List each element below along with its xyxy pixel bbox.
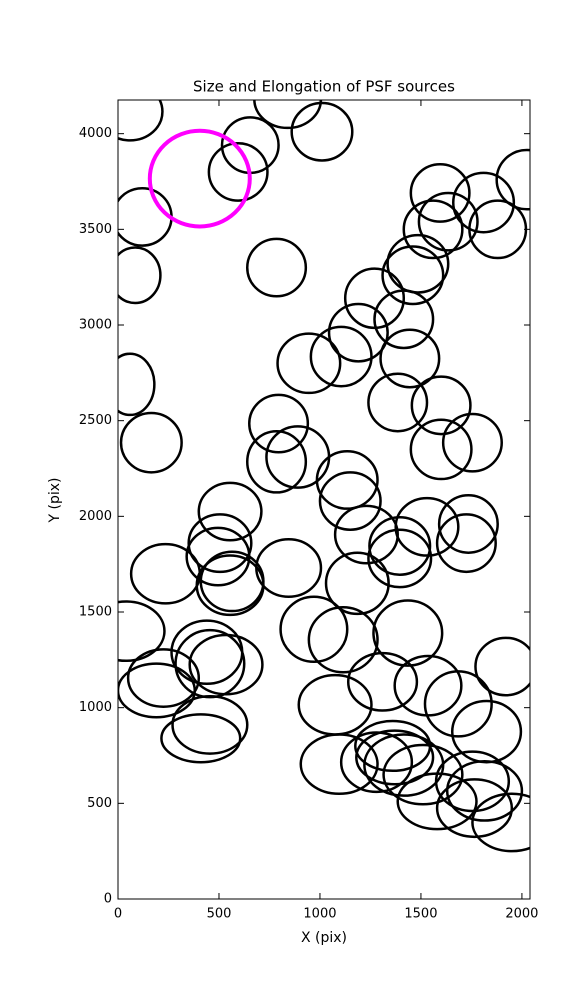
source-ellipse <box>126 648 201 708</box>
source-ellipse <box>147 128 252 229</box>
y-tick-label: 3500 <box>79 222 112 237</box>
x-tick-label: 1000 <box>303 907 336 922</box>
source-ellipse <box>423 670 493 738</box>
source-ellipse <box>327 302 389 363</box>
source-ellipse <box>372 599 444 667</box>
source-ellipse <box>367 528 433 589</box>
source-ellipse <box>474 636 530 697</box>
source-ellipse <box>307 605 379 674</box>
source-ellipse <box>368 516 432 576</box>
source-ellipse <box>367 372 429 433</box>
source-ellipse <box>386 233 450 294</box>
plot-area <box>118 100 530 853</box>
x-axis-label: X (pix) <box>301 930 347 946</box>
source-ellipse <box>409 418 473 481</box>
source-ellipse <box>339 731 414 794</box>
source-ellipse <box>435 778 514 839</box>
source-ellipse <box>434 750 511 813</box>
source-ellipse <box>315 450 379 510</box>
y-tick-label: 500 <box>87 796 112 811</box>
x-tick-label: 2000 <box>505 907 538 922</box>
source-ellipse <box>437 494 499 554</box>
source-ellipse <box>207 141 269 202</box>
source-ellipse <box>396 772 478 831</box>
y-tick-label: 3000 <box>79 318 112 333</box>
source-ellipse <box>195 554 265 617</box>
source-ellipse <box>299 733 379 796</box>
source-ellipse <box>441 412 503 473</box>
plot-frame <box>117 99 531 900</box>
source-ellipse <box>187 513 253 574</box>
source-ellipse <box>445 759 524 822</box>
source-ellipse <box>410 375 472 436</box>
source-ellipse <box>171 694 249 755</box>
source-ellipse <box>333 504 399 565</box>
source-ellipse <box>248 393 310 454</box>
source-ellipse <box>382 743 464 806</box>
source-ellipse <box>253 100 323 130</box>
source-ellipse <box>290 101 354 162</box>
source-ellipse <box>119 411 183 474</box>
y-axis-label: Y (pix) <box>47 478 63 524</box>
y-tick-label: 4000 <box>79 126 112 141</box>
source-ellipse <box>324 551 390 616</box>
source-ellipse <box>318 471 382 531</box>
source-ellipse <box>188 633 264 696</box>
source-ellipse <box>276 332 342 395</box>
source-ellipse <box>118 246 162 305</box>
source-ellipse <box>118 100 164 142</box>
source-ellipse <box>471 792 530 853</box>
source-ellipse <box>495 148 530 211</box>
source-ellipse <box>402 199 464 260</box>
y-tick-label: 1500 <box>79 605 112 620</box>
source-ellipse <box>373 289 435 350</box>
source-ellipse <box>309 325 373 388</box>
source-ellipse <box>435 513 497 574</box>
y-tick-label: 1000 <box>79 700 112 715</box>
source-ellipse <box>379 328 441 389</box>
source-ellipse <box>346 651 419 712</box>
source-ellipse <box>381 245 445 306</box>
source-ellipse <box>417 191 479 252</box>
y-tick-label: 2000 <box>79 509 112 524</box>
source-ellipse <box>452 171 516 234</box>
y-tick-label: 0 <box>104 892 112 907</box>
y-tick-label: 2500 <box>79 413 112 428</box>
x-tick-label: 500 <box>207 907 232 922</box>
source-ellipse <box>197 481 263 542</box>
source-ellipse <box>409 163 471 223</box>
source-ellipse <box>118 662 196 719</box>
x-tick-label: 1500 <box>404 907 437 922</box>
source-ellipse <box>355 729 435 786</box>
x-tick-label: 0 <box>114 907 122 922</box>
source-ellipse <box>160 713 242 764</box>
source-ellipse <box>279 595 349 663</box>
source-ellipse <box>246 429 308 494</box>
source-ellipse <box>118 352 156 417</box>
chart-title: Size and Elongation of PSF sources <box>193 78 455 96</box>
source-ellipse <box>118 600 166 663</box>
source-ellipse <box>246 237 308 298</box>
